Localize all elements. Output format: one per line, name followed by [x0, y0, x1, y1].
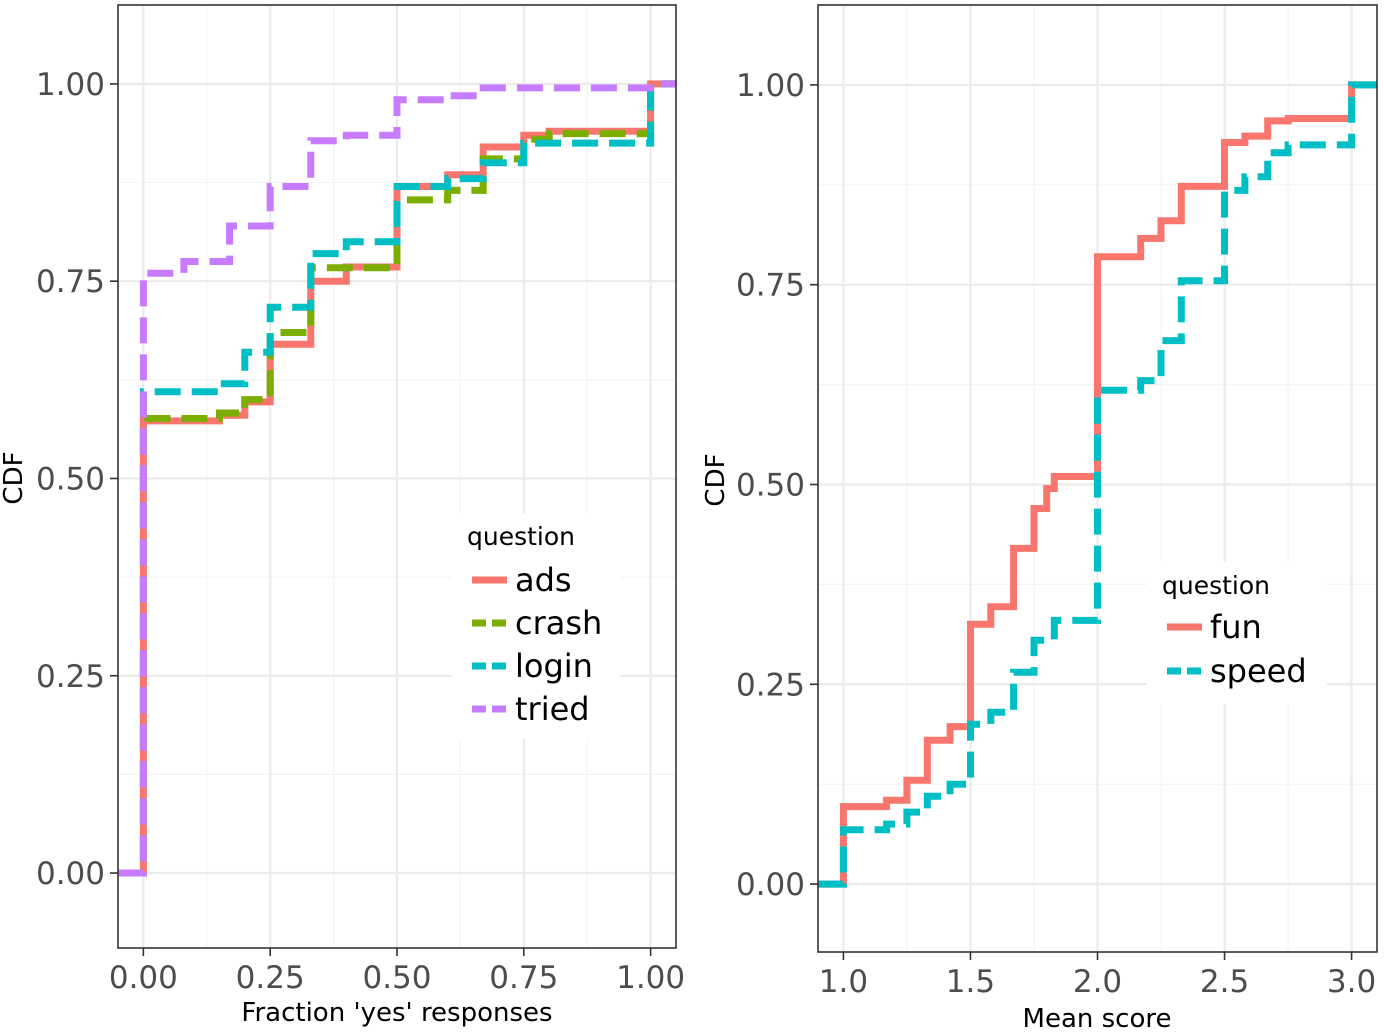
x-tick-label: 0.25 — [236, 960, 305, 996]
series-line-login — [118, 80, 676, 877]
y-tick-label: 1.00 — [36, 67, 105, 103]
grid-lines — [818, 5, 1377, 952]
legend-label-login: login — [515, 647, 593, 685]
series-lines — [118, 80, 676, 877]
legend-label-fun: fun — [1210, 608, 1262, 646]
y-tick-label: 0.50 — [736, 467, 805, 503]
y-tick-label: 0.25 — [736, 667, 805, 703]
y-tick-label: 0.00 — [36, 856, 105, 892]
legend-label-ads: ads — [515, 561, 572, 599]
series-lines — [818, 81, 1377, 888]
x-axis-title: Mean score — [1023, 1004, 1172, 1032]
legend: question ads crash login tried — [452, 513, 620, 739]
y-tick-label: 0.00 — [736, 867, 805, 903]
y-tick-label: 0.75 — [736, 268, 805, 304]
y-axis-title: CDF — [0, 451, 29, 504]
x-tick-label: 1.5 — [946, 964, 995, 1000]
y-tick-label: 0.25 — [36, 659, 105, 695]
x-tick-label: 1.00 — [616, 960, 685, 996]
panel-mean-score: 1.0 1.5 2.0 2.5 3.0 0.00 0.25 0.50 0.75 1.00 Mean… — [701, 4, 1378, 1032]
panel-fraction-yes: 0.00 0.25 0.50 0.75 1.00 0.00 0.25 0.50 0.75 1.00… — [0, 4, 685, 1028]
legend-label-speed: speed — [1210, 652, 1307, 690]
y-axis-title: CDF — [701, 453, 731, 506]
x-tick-label: 2.0 — [1073, 964, 1122, 1000]
x-tick-label: 0.75 — [489, 960, 558, 996]
x-tick-label: 2.5 — [1200, 964, 1249, 1000]
y-tick-label: 0.75 — [36, 264, 105, 300]
x-tick-label: 3.0 — [1327, 964, 1376, 1000]
legend-background — [1147, 562, 1327, 704]
grid-lines — [118, 5, 676, 948]
x-tick-label: 0.00 — [109, 960, 178, 996]
axis-ticks: 1.0 1.5 2.0 2.5 3.0 0.00 0.25 0.50 0.75 1.00 — [736, 68, 1376, 1000]
y-tick-label: 0.50 — [36, 461, 105, 497]
x-tick-label: 0.50 — [362, 960, 431, 996]
legend-title: question — [467, 522, 575, 551]
legend-label-crash: crash — [515, 604, 602, 642]
y-tick-label: 1.00 — [736, 68, 805, 104]
x-tick-label: 1.0 — [819, 964, 868, 1000]
series-line-fun — [818, 81, 1377, 888]
series-line-crash — [118, 80, 676, 877]
legend: question fun speed — [1147, 562, 1327, 704]
legend-title: question — [1162, 571, 1270, 600]
x-axis-title: Fraction 'yes' responses — [241, 998, 552, 1028]
axis-ticks: 0.00 0.25 0.50 0.75 1.00 0.00 0.25 0.50 0.75 1.00 — [36, 67, 685, 996]
series-line-speed — [818, 81, 1377, 888]
series-line-tried — [118, 80, 676, 877]
legend-label-tried: tried — [515, 690, 590, 728]
